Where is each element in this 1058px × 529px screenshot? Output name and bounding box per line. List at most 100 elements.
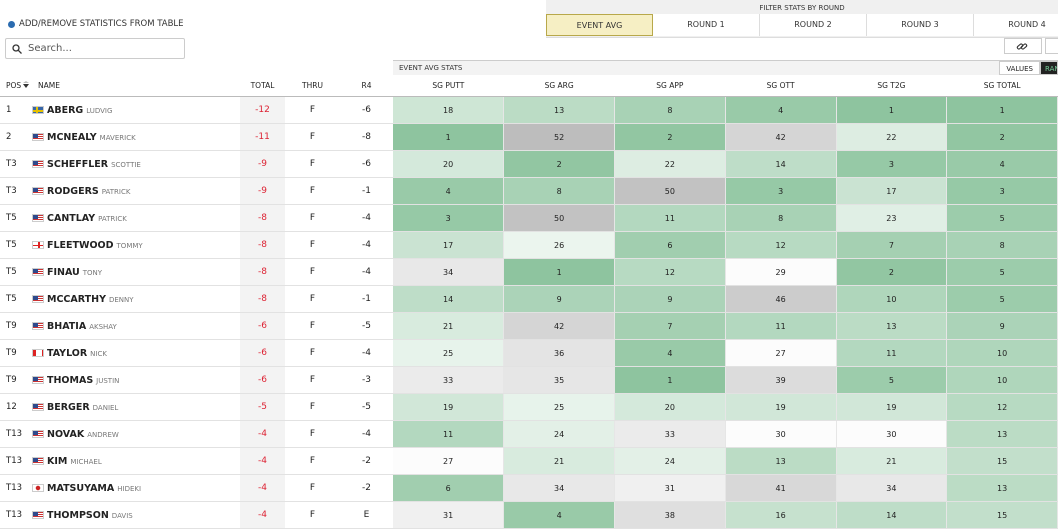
thru: F — [285, 474, 340, 502]
first-name: AKSHAY — [89, 322, 117, 331]
stat-rank: 3 — [725, 177, 837, 205]
stat-rank: 4 — [393, 177, 505, 205]
filter-title: FILTER STATS BY ROUND — [759, 4, 845, 12]
player-name[interactable]: SCHEFFLER SCOTTIE — [32, 150, 240, 178]
player-name[interactable]: FLEETWOOD TOMMY — [32, 231, 240, 259]
total: -6 — [240, 366, 285, 394]
flag — [32, 186, 44, 195]
round-tab[interactable]: ROUND 1 — [653, 14, 760, 36]
round-tab[interactable]: EVENT AVG — [546, 14, 653, 36]
link-icon — [1016, 43, 1028, 50]
position: T13 — [0, 501, 32, 529]
player-name[interactable]: NOVAK ANDREW — [32, 420, 240, 448]
round-4: -1 — [340, 285, 393, 313]
player-name[interactable]: BHATIA AKSHAY — [32, 312, 240, 340]
add-remove-stats[interactable]: ADD/REMOVE STATISTICS FROM TABLE — [8, 19, 184, 29]
stat-rank: 46 — [725, 285, 837, 313]
stat-rank: 14 — [836, 501, 948, 529]
last-name: BHATIA — [47, 320, 87, 332]
stat-rank: 50 — [503, 204, 615, 232]
stat-rank: 30 — [836, 420, 948, 448]
stat-rank: 21 — [393, 312, 505, 340]
thru: F — [285, 312, 340, 340]
total: -9 — [240, 177, 285, 205]
flag — [32, 267, 44, 276]
leaderboard: POS NAME TOTAL THRU R4 SG PUTT SG ARG SG APP SG … — [0, 75, 1058, 529]
position: T9 — [0, 366, 32, 394]
player-row: T9 BHATIA AKSHAY -6 F -5 21 42 7 11 13 9 — [0, 312, 1058, 340]
round-tab[interactable]: ROUND 3 — [867, 14, 974, 36]
flag — [32, 240, 44, 249]
round-4: -6 — [340, 150, 393, 178]
player-name[interactable]: CANTLAY PATRICK — [32, 204, 240, 232]
column-header: SG OTT — [725, 75, 836, 97]
player-name[interactable]: THOMAS JUSTIN — [32, 366, 240, 394]
player-name[interactable]: BERGER DANIEL — [32, 393, 240, 421]
player-name[interactable]: THOMPSON DAVIS — [32, 501, 240, 529]
link-button[interactable] — [1004, 38, 1042, 54]
flag — [32, 321, 44, 330]
stat-rank: 5 — [946, 285, 1058, 313]
flag — [32, 483, 44, 492]
stat-rank: 6 — [393, 474, 505, 502]
column-header[interactable]: POS — [0, 75, 32, 97]
last-name: BERGER — [47, 401, 90, 413]
toggle-values[interactable]: VALUES — [999, 61, 1040, 75]
flag — [32, 132, 44, 141]
stat-rank: 6 — [614, 231, 726, 259]
stat-rank: 9 — [946, 312, 1058, 340]
thru: F — [285, 123, 340, 151]
stat-rank: 16 — [725, 501, 837, 529]
stat-rank: 25 — [503, 393, 615, 421]
position: T3 — [0, 150, 32, 178]
stat-rank: 7 — [614, 312, 726, 340]
stat-rank: 11 — [836, 339, 948, 367]
round-tab[interactable]: ROUND 2 — [760, 14, 867, 36]
stat-rank: 9 — [503, 285, 615, 313]
total: -4 — [240, 474, 285, 502]
position: T9 — [0, 312, 32, 340]
stat-rank: 19 — [836, 393, 948, 421]
add-remove-label: ADD/REMOVE STATISTICS FROM TABLE — [19, 19, 184, 29]
player-row: T9 TAYLOR NICK -6 F -4 25 36 4 27 11 10 — [0, 339, 1058, 367]
position: T5 — [0, 231, 32, 259]
last-name: THOMPSON — [47, 509, 109, 521]
toggle-ranks[interactable]: RANKS — [1040, 61, 1058, 75]
round-tab[interactable]: ROUND 4 — [974, 14, 1058, 36]
search-box[interactable]: Search... — [5, 38, 185, 59]
stat-rank: 38 — [614, 501, 726, 529]
stat-rank: 3 — [946, 177, 1058, 205]
stat-rank: 8 — [614, 96, 726, 124]
thru: F — [285, 339, 340, 367]
stat-rank: 10 — [946, 366, 1058, 394]
stat-rank: 2 — [503, 150, 615, 178]
player-name[interactable]: MCNEALY MAVERICK — [32, 123, 240, 151]
position: T5 — [0, 285, 32, 313]
stat-rank: 42 — [503, 312, 615, 340]
player-name[interactable]: FINAU TONY — [32, 258, 240, 286]
thru: F — [285, 258, 340, 286]
first-name: TOMMY — [116, 241, 143, 250]
total: -9 — [240, 150, 285, 178]
stat-rank: 8 — [725, 204, 837, 232]
player-name[interactable]: KIM MICHAEL — [32, 447, 240, 475]
player-name[interactable]: TAYLOR NICK — [32, 339, 240, 367]
player-name[interactable]: MATSUYAMA HIDEKI — [32, 474, 240, 502]
stat-rank: 24 — [503, 420, 615, 448]
player-name[interactable]: MCCARTHY DENNY — [32, 285, 240, 313]
stat-rank: 14 — [725, 150, 837, 178]
stat-rank: 15 — [946, 501, 1058, 529]
stat-rank: 14 — [393, 285, 505, 313]
stat-rank: 3 — [836, 150, 948, 178]
stat-rank: 52 — [503, 123, 615, 151]
player-name[interactable]: RODGERS PATRICK — [32, 177, 240, 205]
first-name: PATRICK — [101, 187, 131, 196]
stat-rank: 8 — [503, 177, 615, 205]
thru: F — [285, 96, 340, 124]
extra-button[interactable] — [1045, 38, 1058, 54]
first-name: MAVERICK — [99, 133, 136, 142]
stat-rank: 12 — [614, 258, 726, 286]
stat-rank: 4 — [614, 339, 726, 367]
player-name[interactable]: ABERG LUDVIG — [32, 96, 240, 124]
